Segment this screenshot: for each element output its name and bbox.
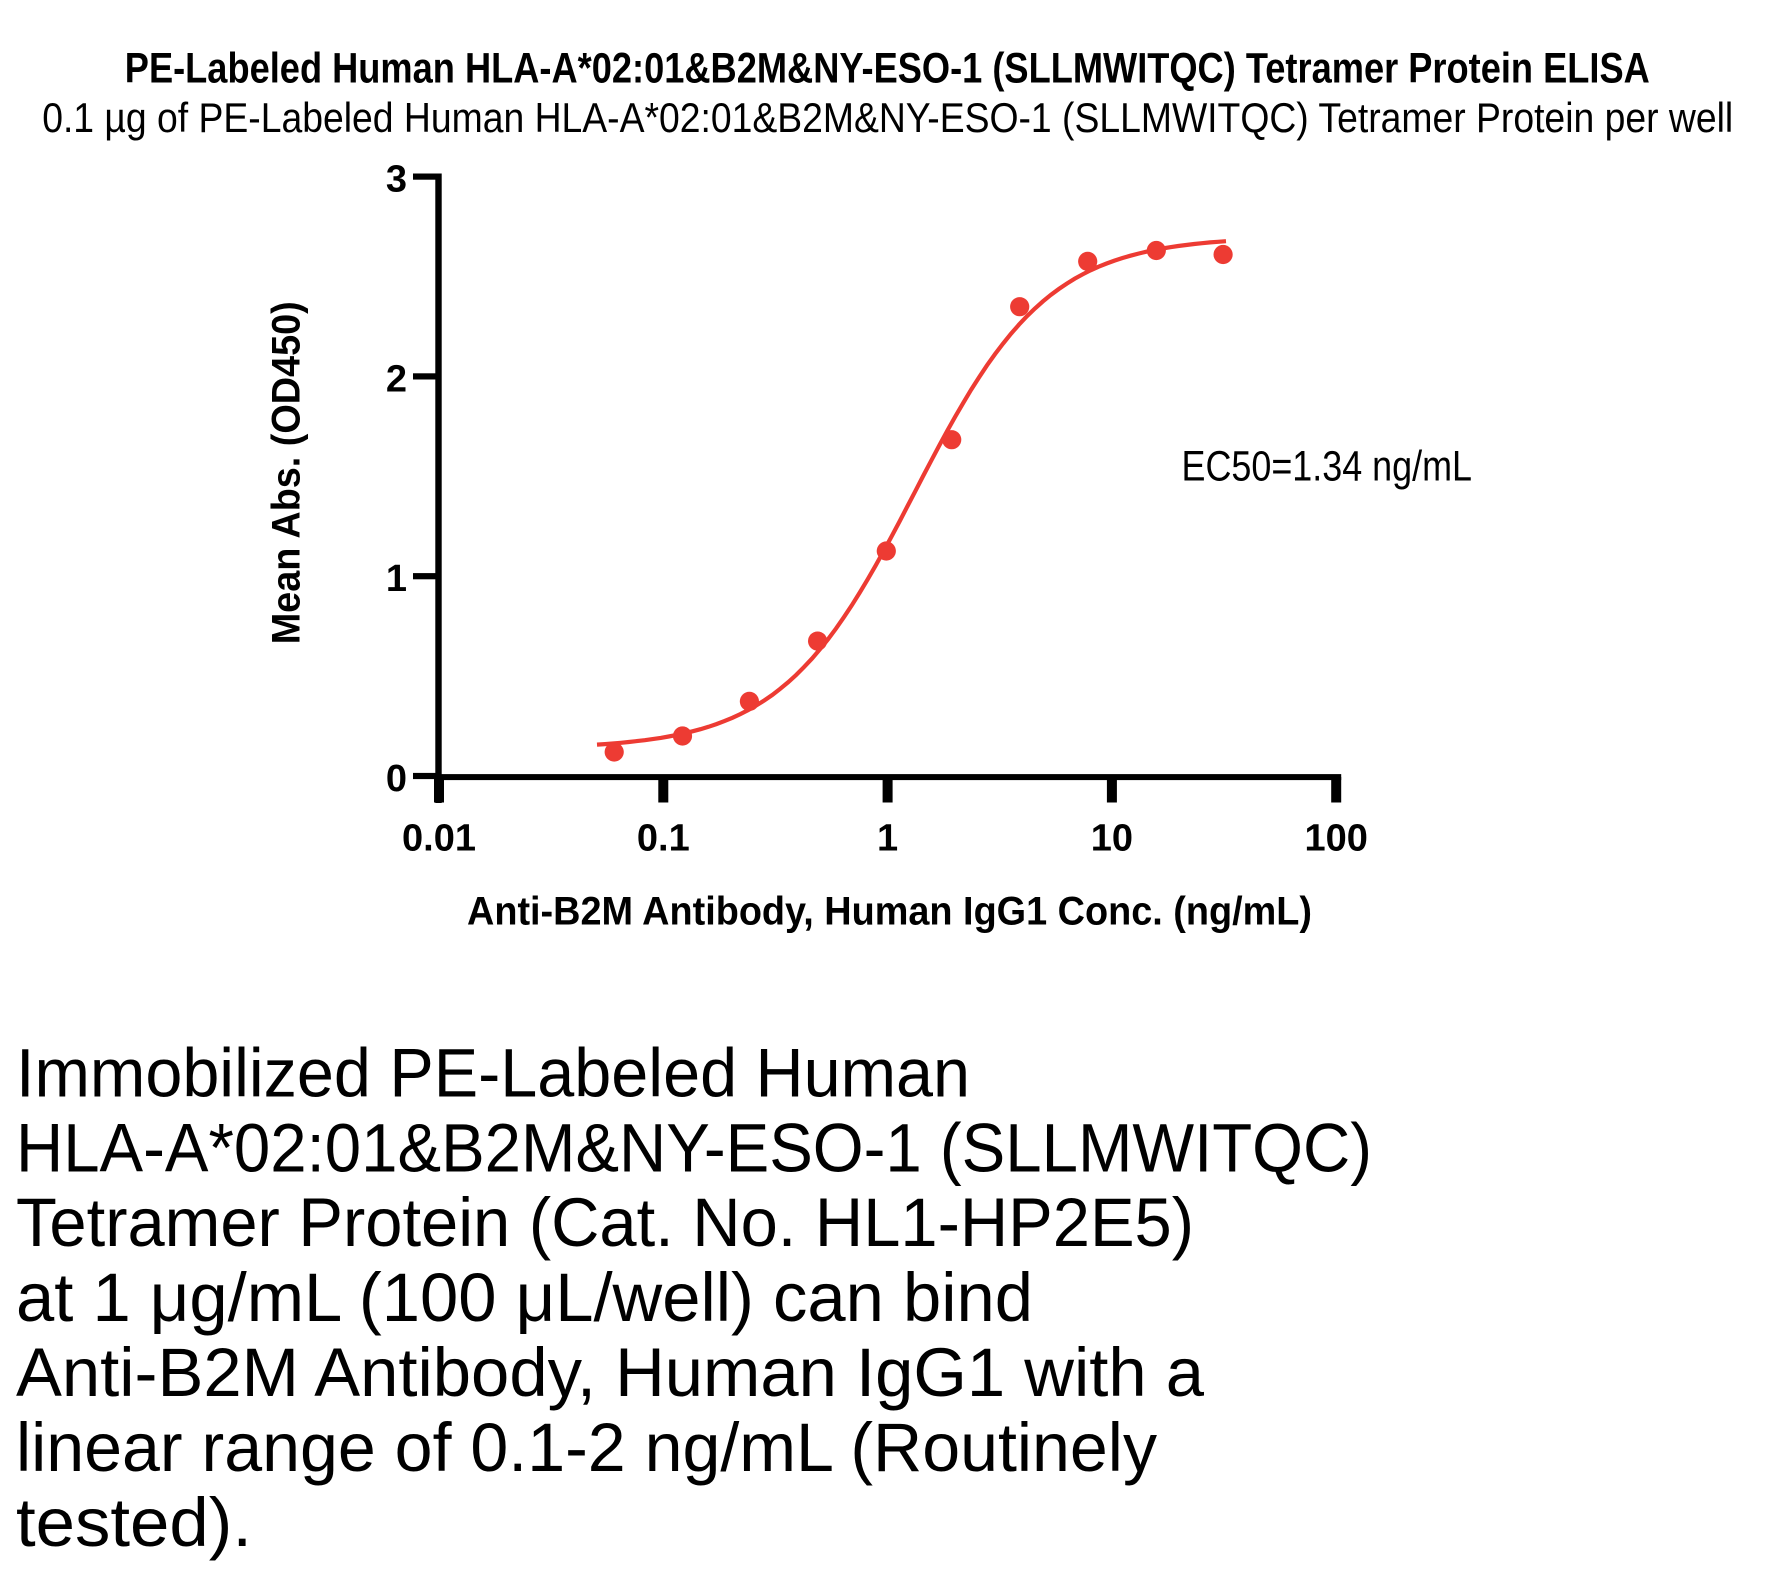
svg-text:3: 3 xyxy=(386,159,407,201)
svg-text:EC50=1.34 ng/mL: EC50=1.34 ng/mL xyxy=(1182,442,1473,490)
svg-text:100: 100 xyxy=(1304,818,1367,860)
svg-text:Tetramer Protein (Cat. No. HL1: Tetramer Protein (Cat. No. HL1-HP2E5) xyxy=(16,1184,1194,1261)
svg-text:0.01: 0.01 xyxy=(402,818,476,860)
svg-text:0.1: 0.1 xyxy=(637,818,690,860)
svg-text:Immobilized PE-Labeled Human: Immobilized PE-Labeled Human xyxy=(16,1034,970,1111)
svg-text:0.1 µg of PE-Labeled Human HLA: 0.1 µg of PE-Labeled Human HLA-A*02:01&B… xyxy=(42,94,1733,141)
svg-text:1: 1 xyxy=(877,818,898,860)
svg-text:Anti-B2M Antibody, Human IgG1: Anti-B2M Antibody, Human IgG1 Conc. (ng/… xyxy=(467,890,1312,934)
svg-text:0: 0 xyxy=(386,758,407,800)
svg-text:PE-Labeled Human HLA-A*02:01&B: PE-Labeled Human HLA-A*02:01&B2M&NY-ESO-… xyxy=(125,45,1650,93)
svg-text:linear range of 0.1-2 ng/mL (R: linear range of 0.1-2 ng/mL (Routinely xyxy=(16,1409,1157,1486)
svg-text:HLA-A*02:01&B2M&NY-ESO-1 (SLLM: HLA-A*02:01&B2M&NY-ESO-1 (SLLMWITQC) xyxy=(16,1109,1372,1186)
svg-text:at 1 μg/mL (100 μL/well) can b: at 1 μg/mL (100 μL/well) can bind xyxy=(16,1259,1033,1336)
svg-text:1: 1 xyxy=(386,558,407,600)
svg-text:tested).: tested). xyxy=(16,1484,252,1561)
svg-text:10: 10 xyxy=(1091,818,1133,860)
svg-text:Anti-B2M Antibody, Human IgG1: Anti-B2M Antibody, Human IgG1 with a xyxy=(16,1334,1205,1411)
svg-text:Mean Abs. (OD450): Mean Abs. (OD450) xyxy=(265,301,309,644)
svg-text:2: 2 xyxy=(386,358,407,400)
